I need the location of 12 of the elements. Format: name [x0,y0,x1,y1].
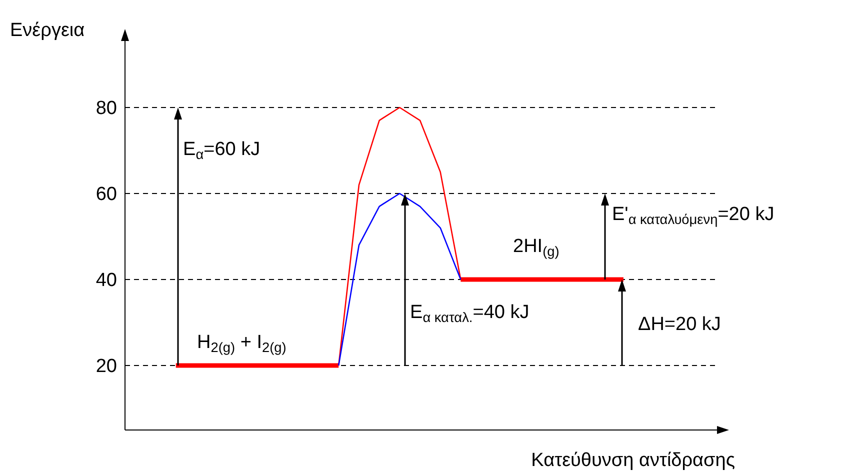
annotation: H$_{2(g)}$ + I$_{2(g)}$ [197,332,286,354]
annotation: E'$_{α καταλυόμενη}$=20 kJ [612,204,774,226]
annotation: ΔΗ=20 kJ [638,314,721,335]
y-tick-label: 40 [96,270,117,292]
y-tick-label: 20 [96,356,117,378]
y-tick-label: 60 [96,184,117,206]
annotation: E$_{α καταλ.}$=40 kJ [410,302,530,324]
annotation: 2HI$_{(g)}$ [513,236,560,258]
x-axis-title: Κατεύθυνση αντίδρασης [531,450,735,471]
y-tick-label: 80 [96,98,117,120]
y-axis-title: Ενέργεια [10,20,85,41]
annotation: E$_{α}$=60 kJ [183,139,260,162]
